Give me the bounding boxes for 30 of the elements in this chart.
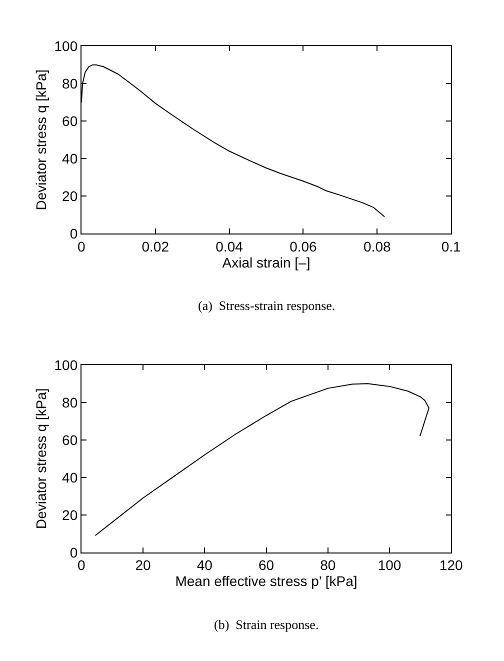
y-tick-label: 80 bbox=[62, 394, 78, 410]
y-axis-title: Deviator stress q [kPa] bbox=[32, 69, 49, 210]
line-series bbox=[94, 383, 430, 536]
y-tick-label: 0 bbox=[70, 544, 78, 560]
x-tick-label: 20 bbox=[135, 557, 152, 574]
x-axis-title: Mean effective stress p’ [kPa] bbox=[175, 573, 358, 590]
y-tick-label: 20 bbox=[62, 188, 78, 204]
x-tick-label: 80 bbox=[320, 557, 336, 574]
y-tick-label: 60 bbox=[62, 432, 78, 448]
x-tick-label: 0.08 bbox=[364, 238, 391, 254]
x-tick-label: 0.1 bbox=[441, 238, 462, 254]
y-tick-label: 20 bbox=[62, 506, 78, 523]
x-tick-label: 60 bbox=[258, 557, 274, 574]
y-tick-label: 40 bbox=[62, 469, 78, 486]
x-axis-title: Axial strain [–] bbox=[222, 254, 310, 270]
x-tick-label: 0.02 bbox=[142, 238, 170, 254]
y-tick-label: 40 bbox=[62, 150, 78, 167]
y-tick-label: 100 bbox=[54, 356, 78, 373]
text: (b) Strain response. bbox=[214, 617, 319, 632]
y-axis-title: Deviator stress q [kPa] bbox=[32, 388, 49, 530]
x-tick-label: 120 bbox=[439, 557, 463, 574]
y-tick-label: 100 bbox=[54, 38, 78, 54]
y-tick-label: 0 bbox=[70, 226, 78, 242]
x-tick-label: 100 bbox=[378, 557, 402, 574]
x-tick-label: 0.06 bbox=[290, 238, 318, 254]
text: (a) Stress-strain response. bbox=[198, 298, 336, 313]
x-tick-label: 40 bbox=[196, 557, 213, 574]
y-tick-label: 80 bbox=[62, 76, 78, 92]
x-tick-label: 0.04 bbox=[216, 238, 244, 254]
y-tick-label: 60 bbox=[62, 113, 78, 130]
